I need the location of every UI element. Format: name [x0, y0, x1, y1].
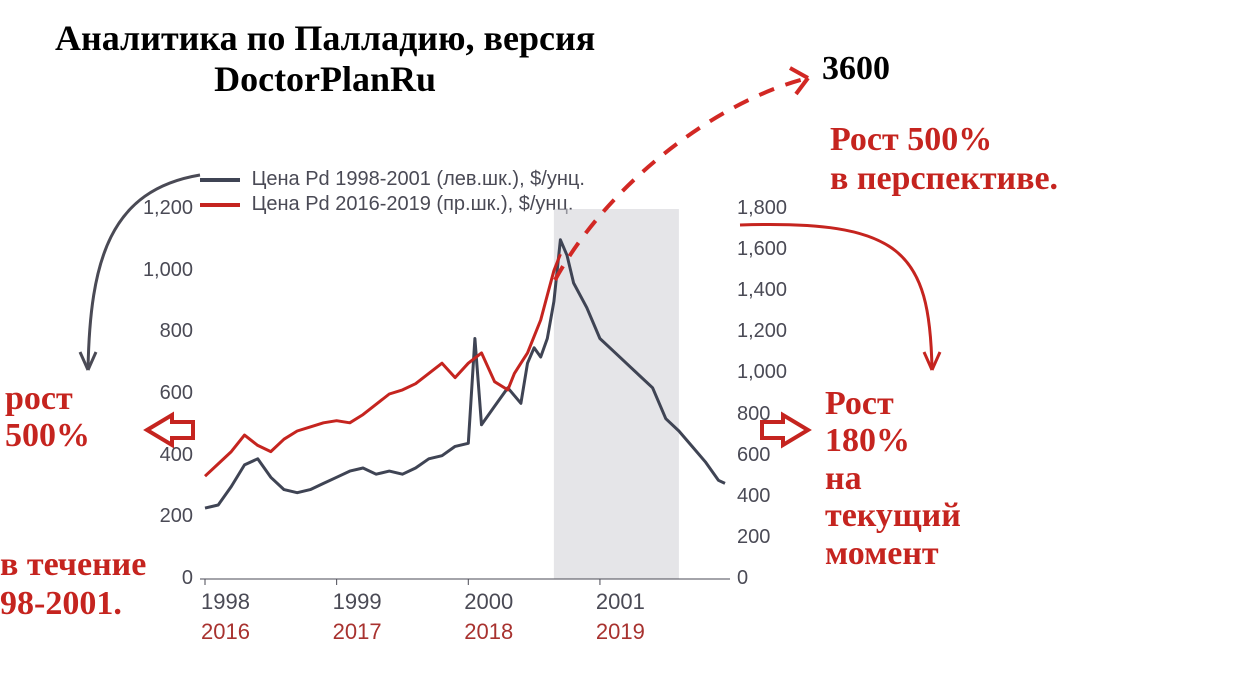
axis-tick-label: 800 [133, 320, 193, 343]
axis-tick-label: 600 [737, 444, 770, 467]
axis-tick-label: 2000 [464, 589, 513, 615]
series-pd-2016-2019 [205, 254, 560, 476]
axis-tick-label: 1,600 [737, 238, 787, 261]
plot-area [200, 209, 730, 585]
axis-tick-label: 2017 [333, 619, 382, 645]
axis-tick-label: 0 [737, 567, 748, 590]
axis-tick-label: 1999 [333, 589, 382, 615]
axis-tick-label: 400 [737, 485, 770, 508]
axis-tick-label: 1,000 [133, 259, 193, 282]
axis-tick-label: 1,000 [737, 361, 787, 384]
axis-tick-label: 1,800 [737, 197, 787, 220]
arrow-right-icon [147, 415, 193, 445]
axis-tick-label: 800 [737, 403, 770, 426]
axis-tick-label: 0 [133, 567, 193, 590]
axis-tick-label: 2001 [596, 589, 645, 615]
axis-tick-label: 1,200 [737, 320, 787, 343]
axis-tick-label: 1,200 [133, 197, 193, 220]
shaded-forecast-region [554, 209, 679, 579]
axis-tick-label: 200 [133, 505, 193, 528]
axis-tick-label: 1998 [201, 589, 250, 615]
axis-tick-label: 200 [737, 526, 770, 549]
figure-root: { "canvas": { "width": 1245, "height": 6… [0, 0, 1245, 674]
axis-tick-label: 2019 [596, 619, 645, 645]
axis-tick-label: 1,400 [737, 279, 787, 302]
axis-tick-label: 2016 [201, 619, 250, 645]
axis-tick-label: 400 [133, 444, 193, 467]
axis-tick-label: 2018 [464, 619, 513, 645]
axis-tick-label: 600 [133, 382, 193, 405]
